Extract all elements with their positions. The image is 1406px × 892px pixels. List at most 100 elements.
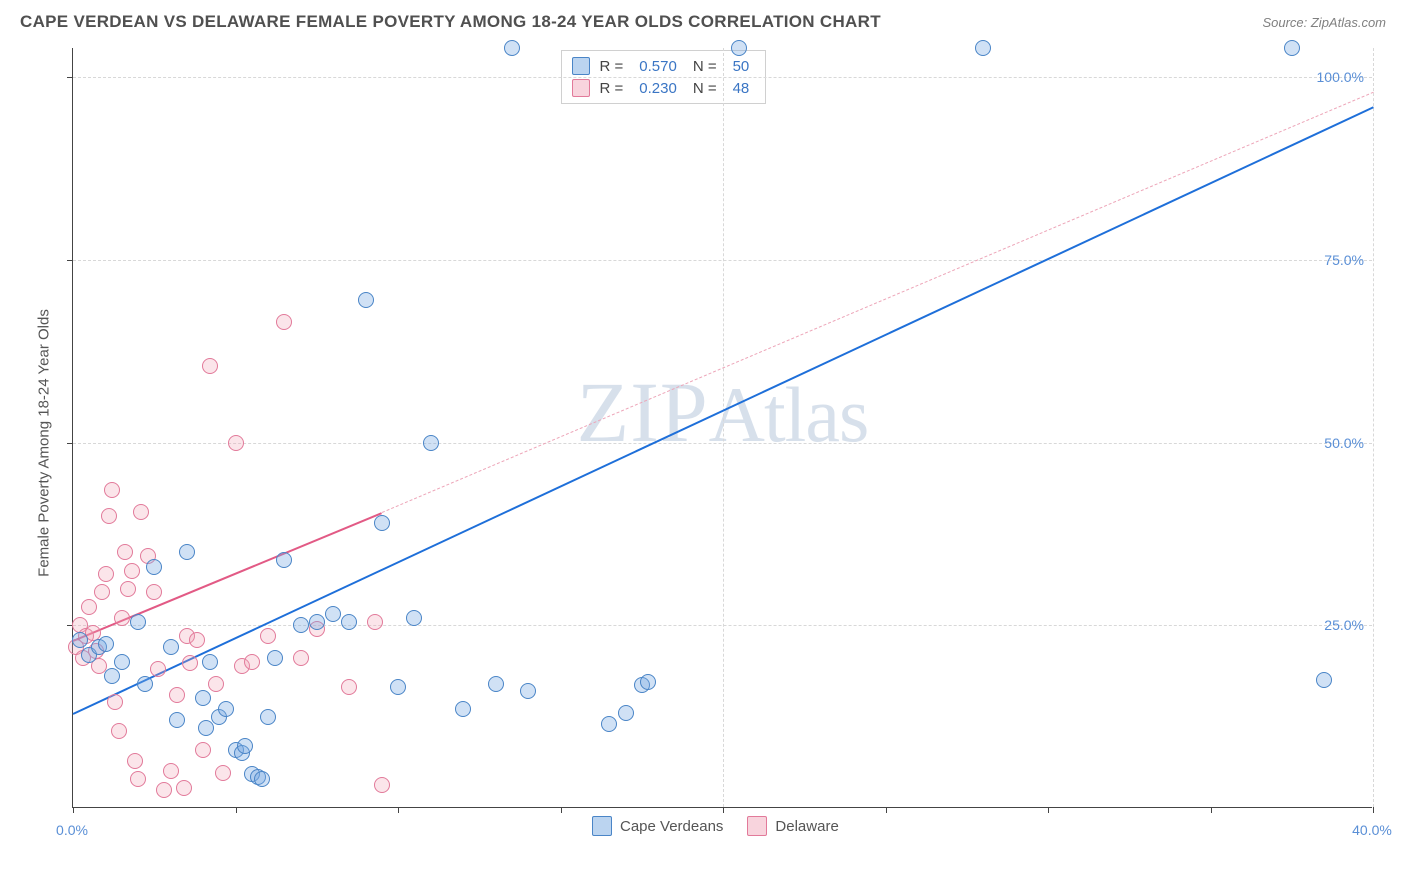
data-point	[169, 712, 185, 728]
data-point	[107, 694, 123, 710]
watermark-part2: Atlas	[709, 371, 869, 458]
x-minor-tick	[398, 807, 399, 813]
x-tick	[723, 807, 724, 813]
data-point	[218, 701, 234, 717]
data-point	[341, 614, 357, 630]
y-tick	[67, 260, 73, 261]
legend-swatch	[572, 57, 590, 75]
data-point	[374, 777, 390, 793]
y-axis-title: Female Poverty Among 18-24 Year Olds	[36, 309, 53, 577]
legend-row: R = 0.230 N = 48	[572, 77, 756, 99]
legend-n-value: 50	[733, 58, 750, 75]
data-point	[731, 40, 747, 56]
data-point	[390, 679, 406, 695]
data-point	[309, 614, 325, 630]
data-point	[120, 581, 136, 597]
data-point	[276, 314, 292, 330]
data-point	[358, 292, 374, 308]
data-point	[182, 655, 198, 671]
chart-source: Source: ZipAtlas.com	[1262, 15, 1386, 30]
chart-title: CAPE VERDEAN VS DELAWARE FEMALE POVERTY …	[20, 12, 881, 32]
legend-r-value: 0.230	[639, 80, 677, 97]
legend-swatch	[572, 79, 590, 97]
data-point	[101, 508, 117, 524]
data-point	[1284, 40, 1300, 56]
trend-line	[382, 92, 1374, 513]
y-tick-label: 50.0%	[1324, 435, 1364, 451]
data-point	[618, 705, 634, 721]
data-point	[455, 701, 471, 717]
legend-label: Cape Verdeans	[620, 818, 723, 835]
data-point	[130, 614, 146, 630]
data-point	[325, 606, 341, 622]
gridline-v	[723, 48, 724, 807]
chart-header: CAPE VERDEAN VS DELAWARE FEMALE POVERTY …	[0, 0, 1406, 40]
legend-r-label: R =	[600, 80, 624, 97]
legend-label: Delaware	[775, 818, 838, 835]
data-point	[975, 40, 991, 56]
gridline-v	[1373, 48, 1374, 807]
data-point	[176, 780, 192, 796]
data-point	[267, 650, 283, 666]
data-point	[244, 654, 260, 670]
series-legend: Cape Verdeans Delaware	[592, 816, 839, 836]
legend-n-label: N =	[693, 80, 717, 97]
data-point	[254, 771, 270, 787]
data-point	[127, 753, 143, 769]
data-point	[195, 742, 211, 758]
data-point	[94, 584, 110, 600]
data-point	[98, 566, 114, 582]
data-point	[117, 544, 133, 560]
data-point	[215, 765, 231, 781]
data-point	[198, 720, 214, 736]
legend-r-value: 0.570	[639, 58, 677, 75]
legend-swatch	[592, 816, 612, 836]
data-point	[423, 435, 439, 451]
data-point	[208, 676, 224, 692]
legend-n-value: 48	[733, 80, 750, 97]
legend-swatch	[747, 816, 767, 836]
data-point	[601, 716, 617, 732]
data-point	[367, 614, 383, 630]
x-minor-tick	[561, 807, 562, 813]
data-point	[202, 358, 218, 374]
y-tick-label: 75.0%	[1324, 252, 1364, 268]
data-point	[276, 552, 292, 568]
data-point	[114, 610, 130, 626]
data-point	[202, 654, 218, 670]
chart-container: Female Poverty Among 18-24 Year Olds ZIP…	[48, 48, 1388, 838]
data-point	[130, 771, 146, 787]
data-point	[81, 599, 97, 615]
x-minor-tick	[1211, 807, 1212, 813]
y-tick	[67, 77, 73, 78]
data-point	[104, 482, 120, 498]
data-point	[237, 738, 253, 754]
legend-row: R = 0.570 N = 50	[572, 55, 756, 77]
data-point	[260, 709, 276, 725]
data-point	[163, 639, 179, 655]
data-point	[146, 559, 162, 575]
data-point	[133, 504, 149, 520]
data-point	[72, 632, 88, 648]
data-point	[114, 654, 130, 670]
legend-r-label: R =	[600, 58, 624, 75]
data-point	[189, 632, 205, 648]
data-point	[293, 650, 309, 666]
data-point	[293, 617, 309, 633]
data-point	[504, 40, 520, 56]
legend-n-label: N =	[693, 58, 717, 75]
x-tick-label: 40.0%	[1352, 822, 1392, 838]
data-point	[169, 687, 185, 703]
plot-area: ZIPAtlas R =0.570N =50R =0.230N =48 25.0…	[72, 48, 1372, 808]
y-tick-label: 100.0%	[1317, 69, 1364, 85]
data-point	[374, 515, 390, 531]
data-point	[98, 636, 114, 652]
data-point	[195, 690, 211, 706]
data-point	[640, 674, 656, 690]
data-point	[137, 676, 153, 692]
data-point	[124, 563, 140, 579]
data-point	[260, 628, 276, 644]
x-minor-tick	[236, 807, 237, 813]
x-minor-tick	[1048, 807, 1049, 813]
data-point	[488, 676, 504, 692]
